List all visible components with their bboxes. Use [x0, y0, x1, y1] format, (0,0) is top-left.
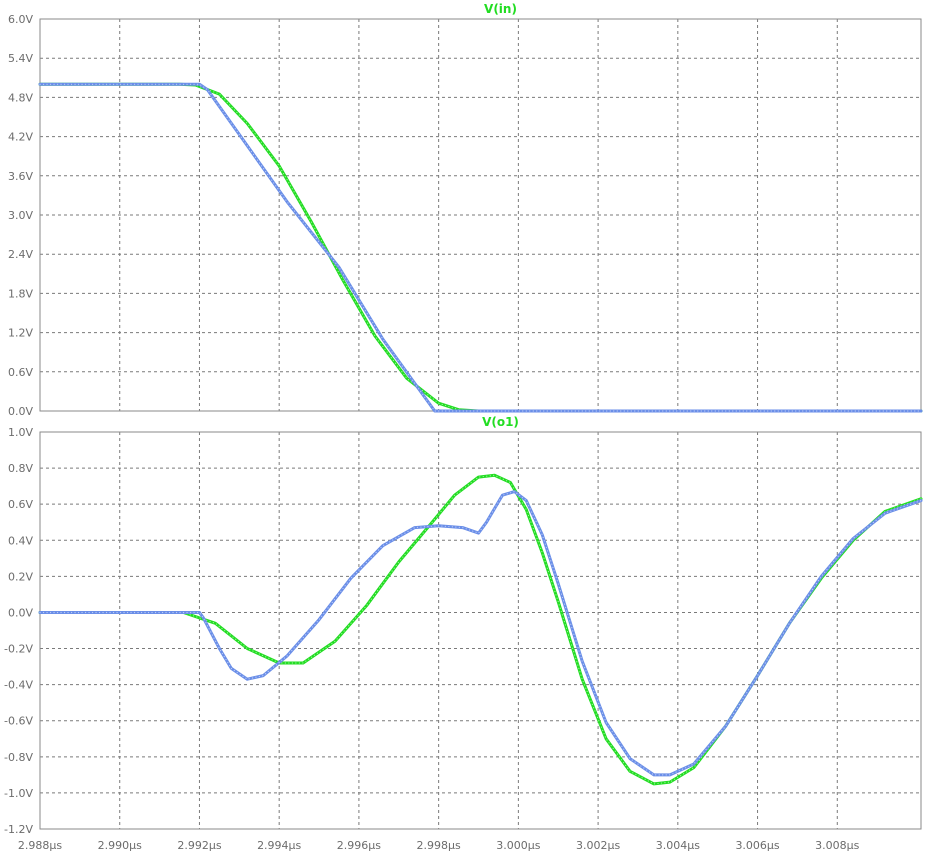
- x-tick-label: 2.996µs: [337, 839, 381, 852]
- x-tick-label: 2.988µs: [18, 839, 62, 852]
- x-tick-label: 3.008µs: [815, 839, 859, 852]
- y-tick-label: 0.0V: [8, 405, 33, 418]
- x-tick-label: 2.992µs: [177, 839, 221, 852]
- pane-title: V(in): [484, 2, 517, 16]
- series-line-1: [38, 82, 923, 413]
- y-tick-label: 3.0V: [8, 209, 33, 222]
- y-tick-label: 6.0V: [8, 13, 33, 26]
- y-tick-label: -0.6V: [4, 715, 33, 728]
- y-tick-label: -0.2V: [4, 643, 33, 656]
- series-points-2: [39, 490, 922, 776]
- series-line-2: [38, 82, 923, 413]
- series-line-2: [38, 490, 923, 777]
- x-tick-label: 2.994µs: [257, 839, 301, 852]
- x-tick-label: 3.002µs: [576, 839, 620, 852]
- y-tick-label: 4.2V: [8, 131, 33, 144]
- y-tick-label: -1.0V: [4, 787, 33, 800]
- x-tick-label: 3.006µs: [735, 839, 779, 852]
- pane-title: V(o1): [482, 415, 519, 429]
- y-tick-label: 4.8V: [8, 91, 33, 104]
- y-tick-label: 0.6V: [8, 498, 33, 511]
- x-tick-label: 2.990µs: [98, 839, 142, 852]
- y-tick-label: 0.0V: [8, 606, 33, 619]
- y-tick-label: 0.4V: [8, 534, 33, 547]
- y-tick-label: 0.6V: [8, 366, 33, 379]
- plot-frame: [39, 431, 922, 830]
- x-tick-label: 3.000µs: [496, 839, 540, 852]
- y-tick-label: 1.2V: [8, 327, 33, 340]
- y-tick-label: -0.4V: [4, 679, 33, 692]
- series-points-1: [39, 474, 922, 785]
- y-tick-label: 5.4V: [8, 52, 33, 65]
- y-tick-label: -1.2V: [4, 823, 33, 836]
- series-line-1: [38, 473, 923, 786]
- y-tick-label: 1.0V: [8, 426, 33, 439]
- y-tick-label: 2.4V: [8, 248, 33, 261]
- series-points-1: [39, 83, 922, 412]
- y-tick-label: 3.6V: [8, 170, 33, 183]
- y-tick-label: 0.2V: [8, 570, 33, 583]
- x-tick-label: 2.998µs: [417, 839, 461, 852]
- y-tick-label: 0.8V: [8, 462, 33, 475]
- x-tick-label: 3.004µs: [656, 839, 700, 852]
- series-points-2: [39, 83, 922, 412]
- y-tick-label: 1.8V: [8, 287, 33, 300]
- y-tick-label: -0.8V: [4, 751, 33, 764]
